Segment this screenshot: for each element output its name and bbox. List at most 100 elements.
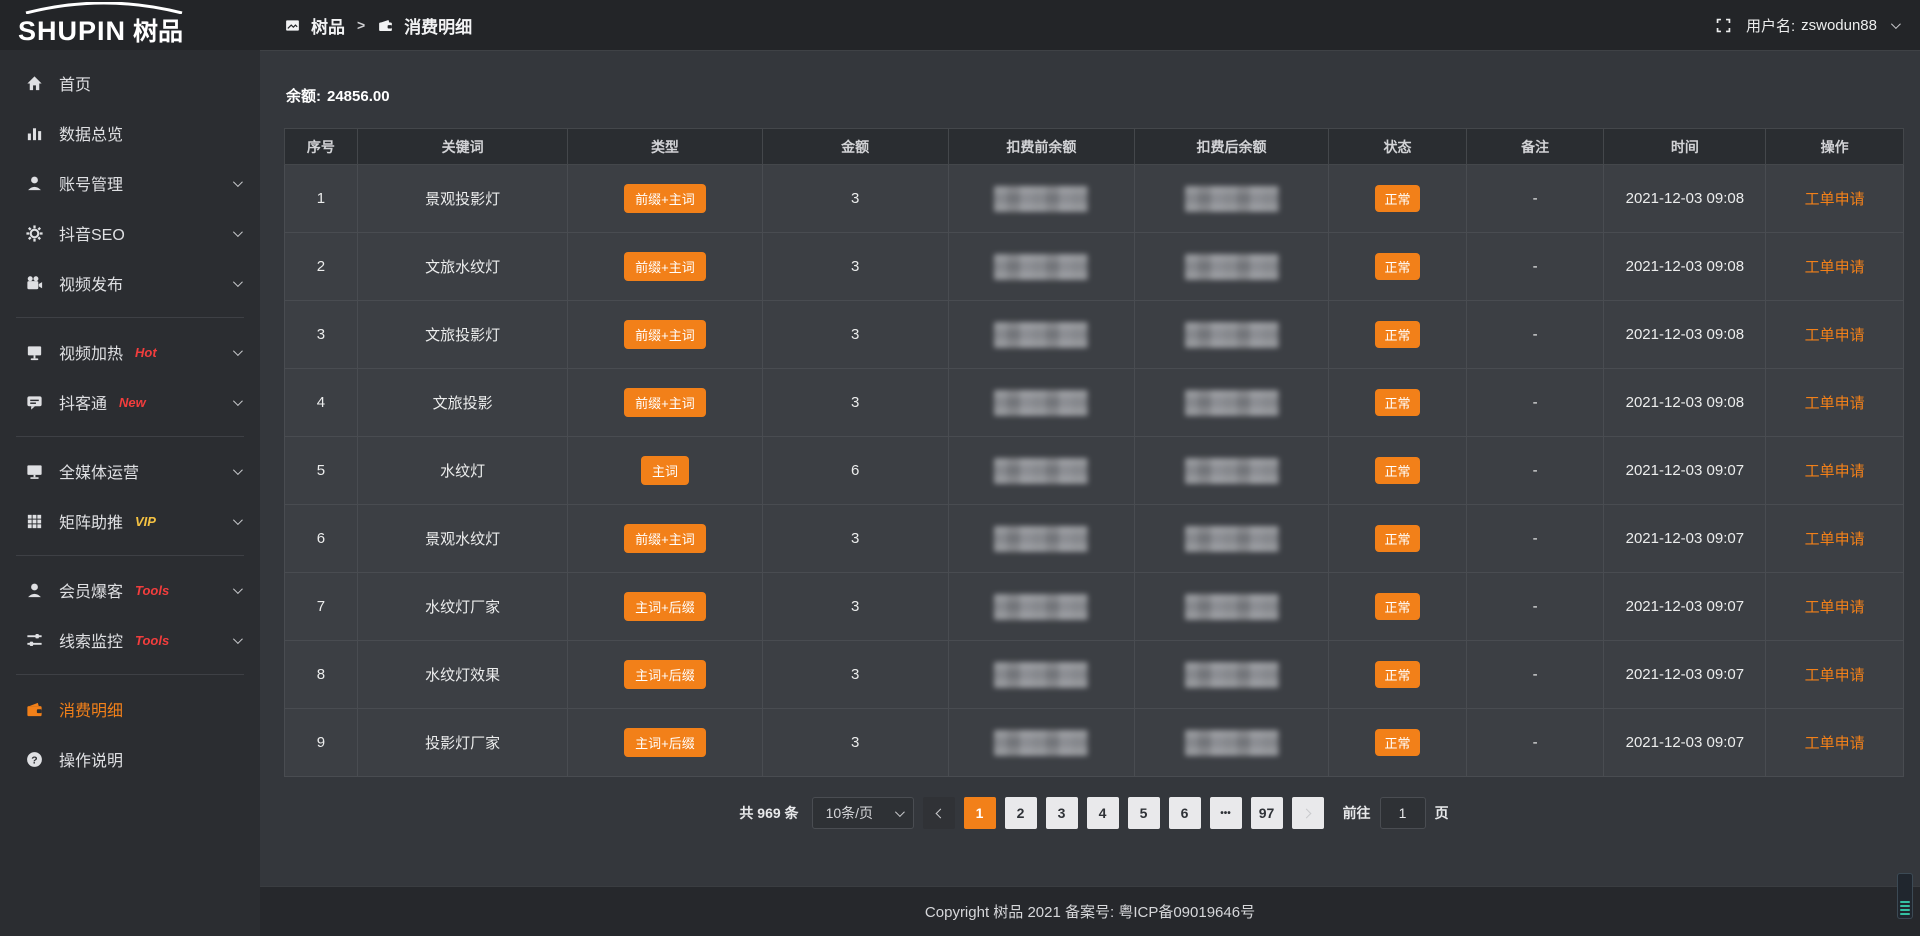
type-badge: 前缀+主词 xyxy=(624,524,706,553)
goto-page-input[interactable] xyxy=(1379,797,1426,829)
ticket-apply-link[interactable]: 工单申请 xyxy=(1804,735,1865,752)
ticket-apply-link[interactable]: 工单申请 xyxy=(1804,395,1865,412)
username-value[interactable]: zswodun88 xyxy=(1801,16,1877,34)
sidebar-item-label: 视频发布 xyxy=(59,277,124,294)
brand-logo: SHUPIN 树品 xyxy=(0,2,260,48)
chat-icon xyxy=(24,392,44,412)
ticket-apply-link[interactable]: 工单申请 xyxy=(1804,599,1865,616)
cell-keyword: 景观水纹灯 xyxy=(356,504,569,573)
cell-status: 正常 xyxy=(1328,504,1467,573)
cell-action: 工单申请 xyxy=(1765,164,1904,233)
sidebar-item-chat[interactable]: 抖客通 New xyxy=(0,377,260,427)
table-row: 3 文旅投影灯 前缀+主词 3 正常 -2021-12-03 09:08 工单申请 xyxy=(284,300,1904,369)
fullscreen-icon[interactable] xyxy=(1715,17,1732,34)
chevron-down-icon[interactable] xyxy=(1890,18,1901,29)
ticket-apply-link[interactable]: 工单申请 xyxy=(1804,667,1865,684)
cell-index: 7 xyxy=(284,572,358,641)
cell-keyword: 投影灯厂家 xyxy=(356,708,569,777)
cell-balance-after xyxy=(1133,572,1330,641)
sidebar-menu: 首页 数据总览账号管理抖音SEO 视频发布视频加热 Hot 抖客通 New 全媒体运营 矩阵助… xyxy=(0,50,260,936)
sidebar-item-tag: Tools xyxy=(135,632,170,648)
user-icon xyxy=(24,173,44,193)
cell-amount: 3 xyxy=(761,232,949,301)
type-badge: 主词+后缀 xyxy=(624,592,706,621)
table-row: 7 水纹灯厂家 主词+后缀 3 正常 -2021-12-03 09:07 工单申请 xyxy=(284,572,1904,641)
status-badge: 正常 xyxy=(1375,457,1420,484)
page-button-6[interactable]: 6 xyxy=(1168,797,1201,829)
column-header: 扣费后余额 xyxy=(1133,128,1330,165)
cell-index: 4 xyxy=(284,368,358,437)
sidebar-item-label: 会员爆客 xyxy=(59,584,124,601)
sidebar-item-projector[interactable]: 视频加热 Hot xyxy=(0,327,260,377)
sidebar-item-tag: New xyxy=(119,394,146,410)
chevron-down-icon xyxy=(232,276,243,287)
ticket-apply-link[interactable]: 工单申请 xyxy=(1804,531,1865,548)
cell-balance-before xyxy=(947,640,1135,709)
page-button-5[interactable]: 5 xyxy=(1127,797,1160,829)
consumption-table: 序号 关键词 类型 金额 扣费前余额 扣费后余额 状态 备注 时间 操作 1 景观投影灯 前缀+主词 3… xyxy=(284,128,1904,777)
sidebar-item-user[interactable]: 会员爆客 Tools xyxy=(0,565,260,615)
cell-balance-after xyxy=(1133,232,1330,301)
sidebar-item-monitor[interactable]: 全媒体运营 xyxy=(0,446,260,496)
cell-action: 工单申请 xyxy=(1765,504,1904,573)
sidebar-item-grid[interactable]: 矩阵助推 VIP xyxy=(0,496,260,546)
sidebar-item-question[interactable]: ? 操作说明 xyxy=(0,734,260,784)
cell-action: 工单申请 xyxy=(1765,300,1904,369)
home-icon xyxy=(24,73,44,93)
cell-index: 1 xyxy=(284,164,358,233)
sidebar-item-tag: Tools xyxy=(135,582,170,598)
sidebar-item-sliders[interactable]: 线索监控 Tools xyxy=(0,615,260,665)
page-button-2[interactable]: 2 xyxy=(1004,797,1037,829)
column-header: 扣费前余额 xyxy=(947,128,1135,165)
ticket-apply-link[interactable]: 工单申请 xyxy=(1804,259,1865,276)
sidebar-item-gear[interactable]: 抖音SEO xyxy=(0,208,260,258)
ticket-apply-link[interactable]: 工单申请 xyxy=(1804,463,1865,480)
cell-status: 正常 xyxy=(1328,572,1467,641)
status-badge: 正常 xyxy=(1375,185,1420,212)
cell-keyword: 水纹灯效果 xyxy=(356,640,569,709)
sidebar-item-home[interactable]: 首页 xyxy=(0,58,260,108)
per-page-select[interactable]: 10条/页 xyxy=(811,797,914,829)
question-icon: ? xyxy=(24,749,44,769)
page-button-3[interactable]: 3 xyxy=(1045,797,1078,829)
blurred-value xyxy=(994,661,1089,688)
balance-summary: 余额: 24856.00 xyxy=(284,85,1904,106)
breadcrumb-separator: > xyxy=(357,17,366,33)
sidebar-item-user[interactable]: 账号管理 xyxy=(0,158,260,208)
page-button-4[interactable]: 4 xyxy=(1086,797,1119,829)
video-camera-icon xyxy=(24,273,44,293)
page-button-97[interactable]: 97 xyxy=(1250,797,1283,829)
prev-page-button[interactable] xyxy=(922,797,955,829)
status-badge: 正常 xyxy=(1375,389,1420,416)
sidebar-item-bar-chart[interactable]: 数据总览 xyxy=(0,108,260,158)
sidebar-item-wallet[interactable]: 消费明细 xyxy=(0,684,260,734)
cell-time: 2021-12-03 09:08 xyxy=(1603,232,1767,301)
cell-index: 2 xyxy=(284,232,358,301)
ticket-apply-link[interactable]: 工单申请 xyxy=(1804,327,1865,344)
more-pages-button[interactable]: ••• xyxy=(1209,797,1242,829)
next-page-button[interactable] xyxy=(1291,797,1324,829)
cell-time: 2021-12-03 09:07 xyxy=(1603,708,1767,777)
page-number-buttons: 1 2 3 4 5 6 ••• 97 xyxy=(963,797,1283,829)
sidebar-item-label: 账号管理 xyxy=(59,177,124,194)
breadcrumb-item-current: 消费明细 xyxy=(404,17,473,37)
chevron-down-icon xyxy=(894,807,905,818)
ticket-apply-link[interactable]: 工单申请 xyxy=(1804,191,1865,208)
topbar-right: 用户名: zswodun88 xyxy=(1715,15,1920,36)
page-button-1[interactable]: 1 xyxy=(963,797,996,829)
floating-widget[interactable] xyxy=(1897,873,1913,919)
blurred-value xyxy=(1184,321,1279,348)
chevron-down-icon xyxy=(232,226,243,237)
username-label: 用户名: xyxy=(1745,17,1796,35)
breadcrumb-item-home[interactable]: 树品 xyxy=(311,17,345,37)
blurred-value xyxy=(1184,389,1279,416)
cell-amount: 3 xyxy=(761,708,949,777)
cell-remark: - xyxy=(1465,436,1605,505)
image-icon xyxy=(284,17,301,34)
cell-index: 3 xyxy=(284,300,358,369)
logo-text-en: SHUPIN xyxy=(18,16,127,46)
sidebar-item-video-camera[interactable]: 视频发布 xyxy=(0,258,260,308)
cell-balance-before xyxy=(947,232,1135,301)
cell-balance-after xyxy=(1133,708,1330,777)
chevron-down-icon xyxy=(232,514,243,525)
